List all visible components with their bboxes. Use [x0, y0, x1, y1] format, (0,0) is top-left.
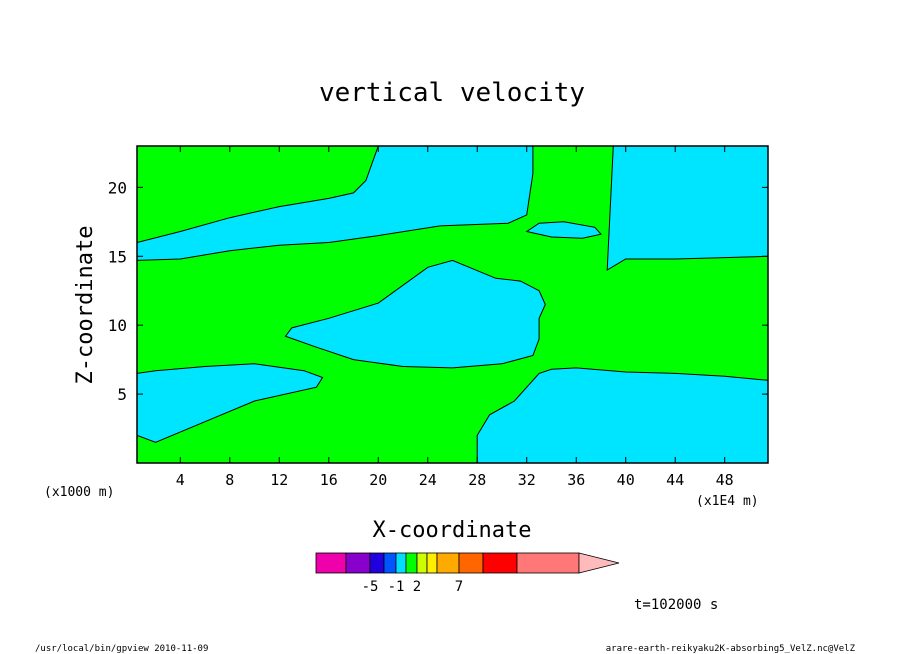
x-tick-label: 36	[567, 471, 585, 489]
y-axis-ticks: 5 10 15 20	[108, 178, 768, 404]
x-tick-label: 44	[666, 471, 684, 489]
contour-region-5	[137, 363, 324, 443]
colorbar-swatch	[315, 552, 347, 574]
x-tick-label: 4	[176, 471, 185, 489]
contour-region-6	[476, 367, 768, 463]
x-tick-label: 20	[369, 471, 387, 489]
x-axis-ticks: 4 8 12 16 20 24 28 32 36 40 44 48	[176, 146, 734, 489]
x-tick-label: 24	[419, 471, 437, 489]
footer-right: arare-earth-reikyaku2K-absorbing5_VelZ.n…	[606, 644, 856, 654]
colorbar-label: 2	[413, 579, 421, 595]
contour-region-1	[137, 146, 534, 261]
x-tick-label: 40	[617, 471, 635, 489]
x-tick-label: 48	[716, 471, 734, 489]
x-unit-left: (x1000 m)	[44, 485, 114, 500]
colorbar-swatch	[383, 552, 397, 574]
x-tick-label: 32	[518, 471, 536, 489]
colorbar-label: -5	[362, 579, 379, 595]
colorbar-extend-arrow	[578, 552, 620, 574]
colorbar-swatch	[426, 552, 438, 574]
colorbar: -5 -1 2 7	[315, 552, 620, 595]
footer-left: /usr/local/bin/gpview 2010-11-09	[35, 644, 208, 654]
colorbar-swatch	[458, 552, 484, 574]
colorbar-label: 7	[455, 579, 463, 595]
x-tick-label: 8	[225, 471, 234, 489]
x-tick-label: 12	[270, 471, 288, 489]
y-tick-label: 15	[108, 247, 127, 266]
contour-region-2	[525, 221, 602, 239]
plot-frame	[136, 145, 769, 464]
time-label: t=102000 s	[634, 597, 718, 613]
colorbar-swatch	[369, 552, 385, 574]
colorbar-swatch	[516, 552, 580, 574]
colorbar-swatch	[436, 552, 460, 574]
x-unit-right: (x1E4 m)	[696, 494, 759, 509]
colorbar-swatch	[405, 552, 418, 574]
colorbar-swatch	[345, 552, 371, 574]
chart-title: vertical velocity	[319, 78, 585, 108]
colorbar-swatch	[395, 552, 407, 574]
contour-region-3	[606, 146, 768, 271]
y-tick-label: 20	[108, 178, 127, 197]
contour-regions	[137, 146, 768, 463]
x-tick-label: 28	[468, 471, 486, 489]
x-tick-label: 16	[320, 471, 338, 489]
contour-region-4	[284, 259, 546, 369]
y-tick-label: 10	[108, 316, 127, 335]
colorbar-swatch	[482, 552, 518, 574]
colorbar-swatch	[416, 552, 428, 574]
colorbar-label: -1	[388, 579, 405, 595]
y-tick-label: 5	[117, 385, 127, 404]
y-axis-label: Z-coordinate	[73, 226, 98, 385]
x-axis-label: X-coordinate	[373, 518, 532, 543]
